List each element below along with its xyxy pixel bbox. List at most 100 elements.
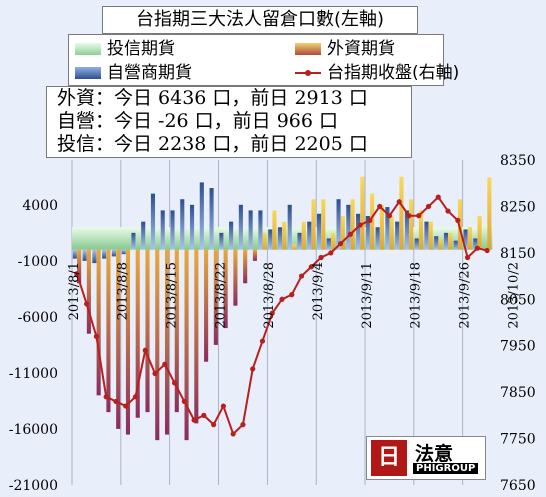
- left-tick-label: -1000: [18, 254, 58, 270]
- bar-dealer: [229, 221, 234, 250]
- bar-foreign: [252, 249, 257, 261]
- logo-mark-icon: 日: [371, 440, 407, 476]
- index-point: [406, 213, 412, 219]
- right-tick-label: 8250: [500, 199, 536, 215]
- index-point: [142, 347, 148, 353]
- right-tick-label: 8150: [500, 246, 536, 262]
- bar-foreign: [331, 232, 336, 250]
- bar-dealer: [365, 216, 370, 250]
- index-point: [171, 380, 178, 386]
- bar-foreign: [291, 244, 297, 250]
- index-point: [74, 271, 80, 277]
- bar-foreign: [389, 216, 394, 250]
- bar-foreign: [194, 249, 199, 424]
- bar-trust: [335, 227, 346, 250]
- bar-foreign: [174, 249, 179, 413]
- bar-dealer: [131, 232, 136, 250]
- bar-trust: [150, 227, 161, 250]
- index-point: [259, 338, 266, 344]
- bar-dealer: [209, 188, 214, 250]
- legend-swatch-dealer: [75, 67, 101, 79]
- bar-trust: [159, 227, 170, 250]
- bar-foreign: [340, 216, 345, 250]
- bar-trust: [277, 227, 288, 250]
- bar-trust: [482, 224, 493, 250]
- index-point: [435, 194, 441, 200]
- bar-dealer: [336, 199, 341, 250]
- bar-trust: [306, 227, 317, 250]
- left-tick-label: 4000: [22, 198, 58, 214]
- logo-text-cn: 法意: [415, 443, 454, 465]
- x-tick-label: 2013/9/4: [311, 262, 326, 320]
- bar-trust: [120, 227, 131, 250]
- bar-foreign: [321, 199, 326, 250]
- bar-dealer: [258, 210, 263, 250]
- bar-foreign: [106, 249, 111, 413]
- bar-foreign: [448, 232, 453, 250]
- bar-dealer: [180, 199, 185, 250]
- index-point: [103, 394, 109, 400]
- index-point: [484, 247, 490, 254]
- bar-trust: [169, 227, 180, 250]
- bar-dealer: [443, 232, 449, 250]
- bar-trust: [433, 227, 444, 250]
- x-tick-label: 2013/8/1: [67, 262, 82, 320]
- bar-dealer: [414, 238, 419, 250]
- index-point: [93, 333, 100, 340]
- index-point: [279, 296, 285, 302]
- bar-foreign: [116, 249, 121, 429]
- bar-trust: [413, 227, 424, 250]
- bar-dealer: [307, 221, 312, 250]
- bar-trust: [257, 227, 268, 250]
- left-tick-label: -6000: [18, 310, 58, 326]
- bar-foreign: [213, 249, 218, 345]
- bar-dealer: [453, 240, 458, 250]
- right-tick-label: 7850: [500, 385, 536, 401]
- bar-trust: [189, 227, 200, 250]
- index-point: [338, 240, 344, 247]
- index-point: [347, 231, 353, 237]
- bar-foreign: [487, 177, 492, 250]
- right-tick-label: 7750: [500, 432, 536, 448]
- logo-text-en: PHIGROUP: [413, 463, 479, 474]
- right-tick-label: 8050: [500, 292, 536, 308]
- index-point: [464, 254, 471, 261]
- left-axis-ticks: 4000 -1000 -6000 -11000 -16000 -21000: [9, 198, 58, 494]
- index-point: [181, 398, 187, 405]
- bar-trust: [101, 227, 112, 250]
- bar-trust: [384, 227, 395, 250]
- bar-foreign: [164, 249, 170, 435]
- bar-trust: [452, 227, 463, 250]
- bar-foreign: [418, 210, 424, 250]
- bar-dealer: [160, 210, 165, 250]
- x-tick-label: 2013/9/26: [458, 262, 473, 329]
- bar-dealer: [141, 221, 146, 250]
- bar-dealer: [121, 249, 126, 255]
- bar-dealer: [238, 204, 243, 250]
- bar-foreign: [458, 199, 463, 250]
- bar-foreign: [350, 199, 355, 250]
- bar-trust: [111, 227, 122, 250]
- legend-swatch-foreign: [295, 43, 321, 55]
- bars: [72, 176, 493, 441]
- bar-foreign: [243, 249, 248, 284]
- index-point: [298, 273, 305, 279]
- index-point: [377, 203, 383, 210]
- bar-foreign: [77, 249, 82, 284]
- index-point: [211, 422, 217, 428]
- left-tick-label: -16000: [9, 422, 58, 438]
- bar-trust: [198, 227, 210, 250]
- bar-foreign: [96, 249, 101, 396]
- bar-trust: [91, 227, 102, 250]
- bar-foreign: [399, 176, 404, 250]
- index-point: [191, 417, 197, 423]
- right-tick-label: 7950: [500, 339, 536, 355]
- bar-foreign: [262, 232, 267, 250]
- right-tick-label: 8350: [500, 153, 536, 169]
- bar-foreign: [360, 176, 365, 250]
- bar-trust: [374, 227, 385, 250]
- index-point: [269, 310, 275, 316]
- bar-dealer: [111, 249, 116, 257]
- bar-foreign: [233, 249, 238, 306]
- left-tick-label: -21000: [9, 478, 58, 494]
